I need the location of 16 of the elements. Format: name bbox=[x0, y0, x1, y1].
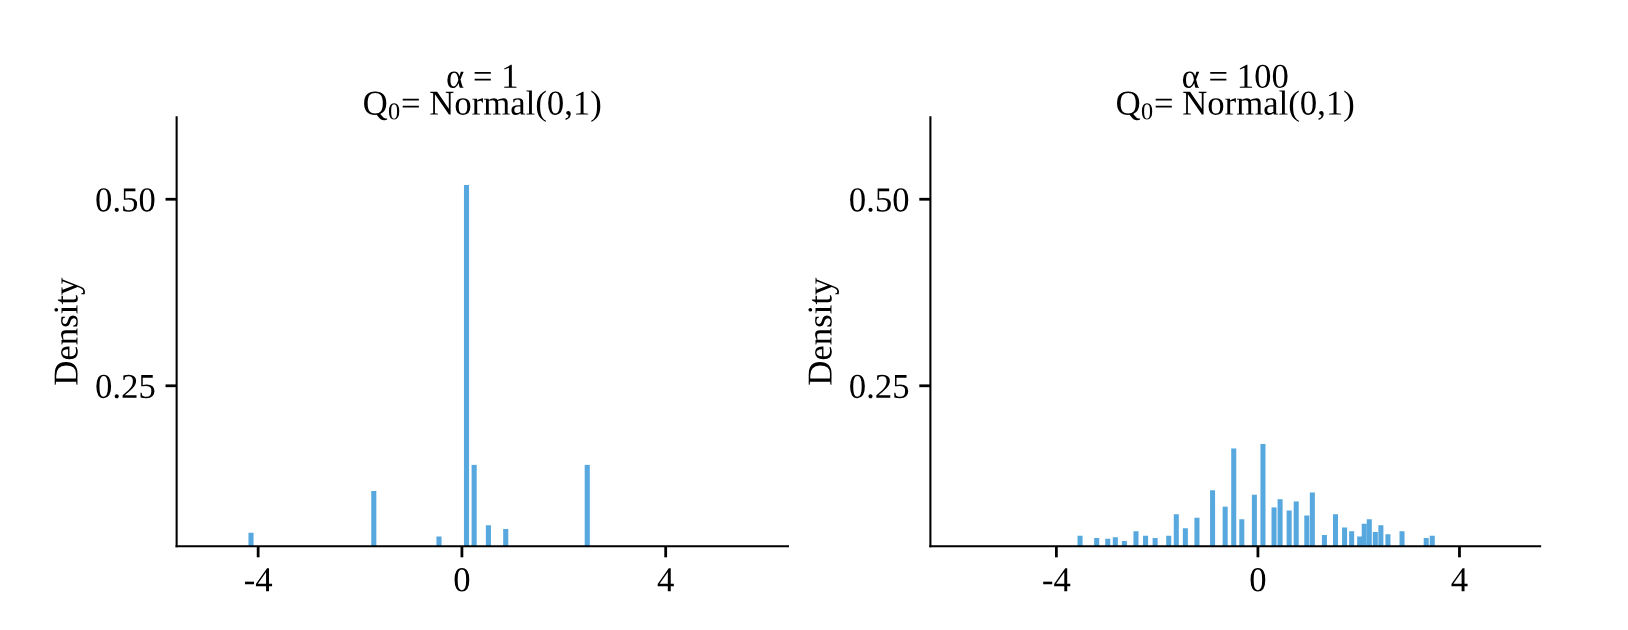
x-tick-label: -4 bbox=[244, 568, 273, 592]
x-tick-label: 0 bbox=[454, 568, 470, 592]
x-tick-label: 0 bbox=[1250, 568, 1266, 592]
chart-title: α = 100 bbox=[1182, 64, 1288, 89]
y-axis-title: Density bbox=[54, 277, 85, 385]
chart-subtitle: Q$_{0}$= Normal(0,1) bbox=[364, 90, 601, 122]
y-tick-label: 0.25 bbox=[96, 374, 155, 399]
y-tick-label: 0.50 bbox=[96, 188, 155, 212]
y-tick-label: 0.50 bbox=[850, 188, 909, 212]
chart-subtitle: Q$_{0}$= Normal(0,1) bbox=[1117, 90, 1354, 122]
x-tick-label: 4 bbox=[657, 568, 674, 592]
y-axis-title: Density bbox=[808, 277, 839, 385]
y-tick-label: 0.25 bbox=[850, 374, 909, 399]
x-tick-label: 4 bbox=[1451, 568, 1468, 592]
chart-title: α = 1 bbox=[447, 64, 517, 89]
x-tick-label: -4 bbox=[1043, 568, 1071, 592]
